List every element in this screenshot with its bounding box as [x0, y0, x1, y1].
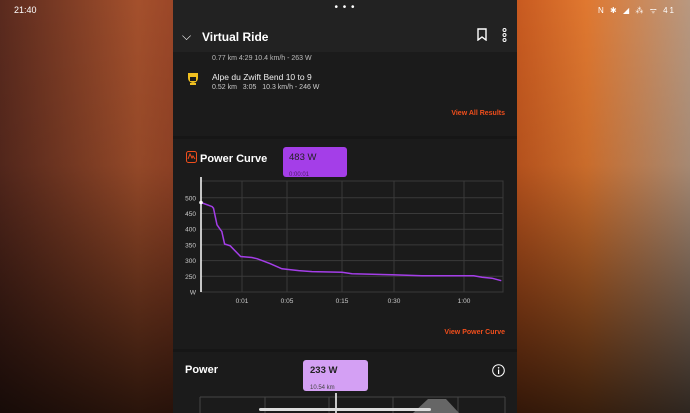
segment-speed-power: 10.3 km/h - 246 W	[262, 84, 320, 91]
more-vertical-icon[interactable]	[502, 28, 507, 42]
tooltip-time: 0:00:01	[289, 172, 310, 178]
y-tick-label: 400	[185, 227, 196, 234]
segment-stats: 0.52 km 3:05 10.3 km/h - 246 W	[212, 84, 319, 91]
view-all-results-link[interactable]: View All Results	[451, 110, 505, 117]
tooltip-value: 233 W	[310, 365, 338, 376]
cursor-dot	[199, 200, 203, 205]
x-tick-label: 1:00	[458, 298, 471, 305]
segments-section: 0.77 km 4:29 10.4 km/h - 263 W Alpe du Z…	[173, 52, 517, 136]
app-window: • • • ⌵ Virtual Ride 0.77 km 4:29 10.4 k…	[173, 0, 517, 413]
clock: 21:40	[14, 5, 37, 15]
y-tick-label: 300	[185, 258, 196, 265]
y-tick-label: 450	[185, 211, 196, 218]
power-tooltip: 233 W 10.54 km	[303, 360, 368, 391]
y-tick-label: 350	[185, 242, 196, 249]
segment-trophy-icon	[188, 73, 198, 85]
info-icon[interactable]	[492, 364, 505, 377]
section-title: Power Curve	[200, 153, 268, 165]
header: • • • ⌵ Virtual Ride	[173, 0, 517, 52]
view-power-curve-link[interactable]: View Power Curve	[444, 329, 505, 336]
power-curve-icon	[186, 151, 197, 163]
tooltip-value: 483 W	[289, 152, 317, 163]
status-icons: N ✱ ◢ ⁂ ᯤ 41	[598, 6, 676, 15]
window-handle-icon[interactable]: • • •	[334, 2, 356, 13]
segment-distance: 0.52 km	[212, 84, 237, 91]
chevron-down-icon[interactable]: ⌵	[182, 29, 192, 43]
x-tick-label: 0:05	[281, 298, 294, 305]
section-title: Power	[185, 364, 219, 376]
power-curve-section: Power Curve 483 W 0:00:01 500 450 400 350 30…	[173, 139, 517, 349]
power-section: Power 233 W 10.54 km	[173, 352, 517, 413]
y-tick-label: 250	[185, 274, 196, 281]
home-indicator[interactable]	[259, 408, 431, 411]
power-curve-line	[200, 201, 502, 282]
y-tick-label: 500	[185, 195, 196, 202]
chart-tooltip: 483 W 0:00:01	[283, 147, 347, 178]
status-bar: 21:40 N ✱ ◢ ⁂ ᯤ 41	[0, 0, 690, 20]
x-tick-label: 0:30	[388, 298, 401, 305]
segment-stats-partial: 0.77 km 4:29 10.4 km/h - 263 W	[212, 55, 312, 62]
tooltip-distance: 10.54 km	[310, 385, 335, 391]
power-curve-chart[interactable]: 500 450 400 350 300 250 W 0:01 0:05 0:15 0:30 1:00	[173, 139, 517, 309]
x-tick-label: 0:15	[336, 298, 349, 305]
segment-name[interactable]: Alpe du Zwift Bend 10 to 9	[212, 72, 312, 82]
page-title: Virtual Ride	[202, 30, 269, 44]
bookmark-icon[interactable]	[477, 28, 487, 41]
segment-time: 3:05	[242, 84, 257, 91]
x-tick-label: 0:01	[236, 298, 249, 305]
y-tick-label: W	[190, 290, 197, 297]
